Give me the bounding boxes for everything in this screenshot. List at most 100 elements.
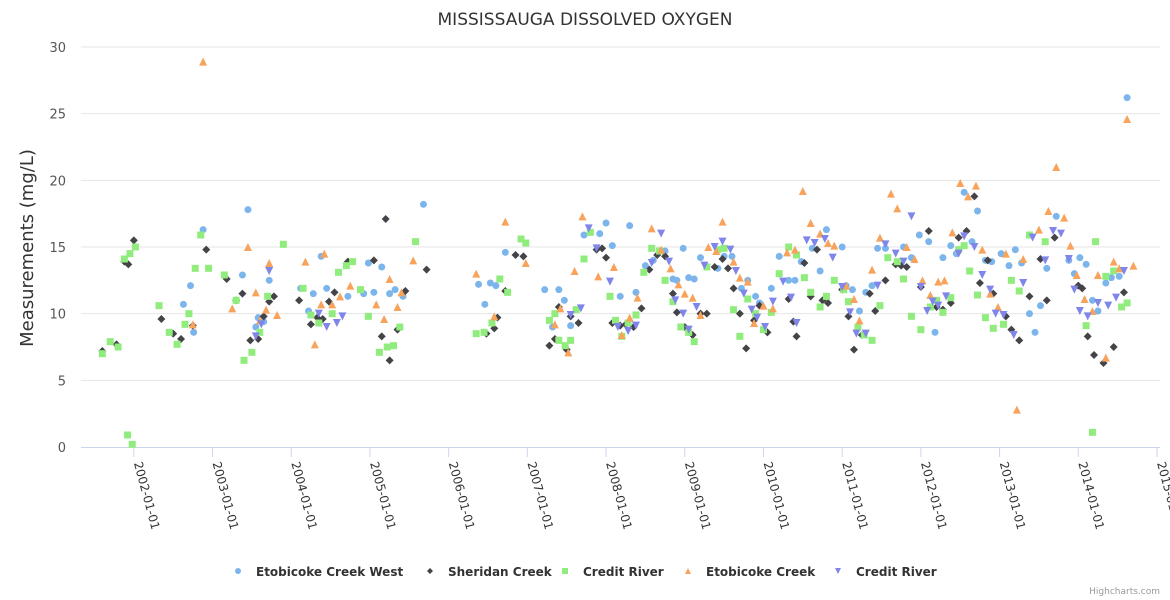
data-point[interactable] [511,251,520,259]
data-point[interactable] [718,217,727,226]
data-point[interactable] [596,230,604,238]
data-point[interactable] [844,298,852,306]
data-point[interactable] [98,350,106,358]
data-point[interactable] [978,271,987,279]
data-point[interactable] [1104,301,1113,310]
data-point[interactable] [328,310,336,318]
data-point[interactable] [852,329,861,338]
data-point[interactable] [916,283,925,291]
data-point[interactable] [1060,213,1069,222]
data-point[interactable] [307,311,315,319]
data-point[interactable] [768,297,777,306]
data-point[interactable] [1119,288,1128,297]
data-point[interactable] [1093,271,1102,279]
data-point[interactable] [1005,262,1013,270]
data-point[interactable] [806,219,815,227]
data-point[interactable] [1019,255,1028,263]
data-point[interactable] [787,293,796,302]
data-point[interactable] [960,188,968,196]
data-point[interactable] [320,249,329,258]
data-point[interactable] [301,257,310,266]
data-point[interactable] [265,267,274,275]
data-point[interactable] [712,247,721,255]
data-point[interactable] [1049,227,1058,235]
data-point[interactable] [205,264,213,272]
data-point[interactable] [517,235,525,243]
data-point[interactable] [570,267,579,275]
data-point[interactable] [947,294,955,302]
data-point[interactable] [960,242,968,250]
data-point[interactable] [849,345,858,354]
data-point[interactable] [978,245,987,254]
data-point[interactable] [334,268,342,276]
data-point[interactable] [1102,272,1110,280]
data-point[interactable] [680,289,689,298]
data-point[interactable] [220,271,228,279]
data-point[interactable] [377,332,386,341]
data-point[interactable] [605,277,614,286]
data-point[interactable] [759,301,768,310]
data-point[interactable] [1092,238,1100,246]
data-point[interactable] [861,329,870,338]
data-point[interactable] [606,292,614,300]
data-point[interactable] [768,304,777,313]
data-point[interactable] [730,306,738,314]
data-point[interactable] [710,263,719,271]
data-point[interactable] [648,244,656,252]
data-point[interactable] [729,257,738,266]
data-point[interactable] [504,288,512,296]
data-point[interactable] [842,281,851,290]
data-point[interactable] [572,306,580,314]
data-point[interactable] [759,326,767,334]
data-point[interactable] [975,279,984,287]
data-point[interactable] [1070,285,1079,294]
data-point[interactable] [611,316,619,324]
data-point[interactable] [966,267,974,275]
legend-item[interactable]: Credit River [562,565,664,579]
data-point[interactable] [397,288,406,297]
data-point[interactable] [264,292,272,300]
data-point[interactable] [1052,212,1060,220]
data-point[interactable] [391,286,399,294]
data-point[interactable] [865,289,874,298]
data-point[interactable] [893,204,902,213]
data-point[interactable] [309,290,317,298]
data-point[interactable] [925,238,933,246]
data-point[interactable] [785,243,793,251]
data-point[interactable] [251,288,260,297]
data-point[interactable] [942,292,951,301]
data-point[interactable] [1036,302,1044,310]
data-point[interactable] [574,319,583,327]
data-point[interactable] [199,226,207,234]
data-point[interactable] [370,288,378,296]
data-point[interactable] [918,276,927,285]
data-point[interactable] [422,265,431,274]
data-point[interactable] [641,262,649,270]
data-point[interactable] [1118,303,1126,311]
legend-item[interactable]: Sheridan Creek [427,565,553,579]
data-point[interactable] [265,276,273,284]
data-point[interactable] [191,264,199,272]
data-point[interactable] [165,328,173,336]
data-point[interactable] [185,310,193,318]
data-point[interactable] [522,239,530,247]
data-point[interactable] [736,332,744,340]
data-point[interactable] [1088,428,1096,436]
data-point[interactable] [380,315,389,323]
data-point[interactable] [690,275,698,283]
data-point[interactable] [124,431,132,439]
data-point[interactable] [830,276,838,284]
data-point[interactable] [802,236,811,245]
data-point[interactable] [685,274,693,282]
data-point[interactable] [624,327,633,335]
data-point[interactable] [807,288,815,296]
data-point[interactable] [830,241,839,250]
data-point[interactable] [637,304,646,313]
data-point[interactable] [970,243,979,251]
data-point[interactable] [243,243,252,251]
data-point[interactable] [412,238,420,246]
data-point[interactable] [385,356,394,365]
data-point[interactable] [696,311,705,319]
data-point[interactable] [928,297,937,306]
data-point[interactable] [1041,238,1049,246]
